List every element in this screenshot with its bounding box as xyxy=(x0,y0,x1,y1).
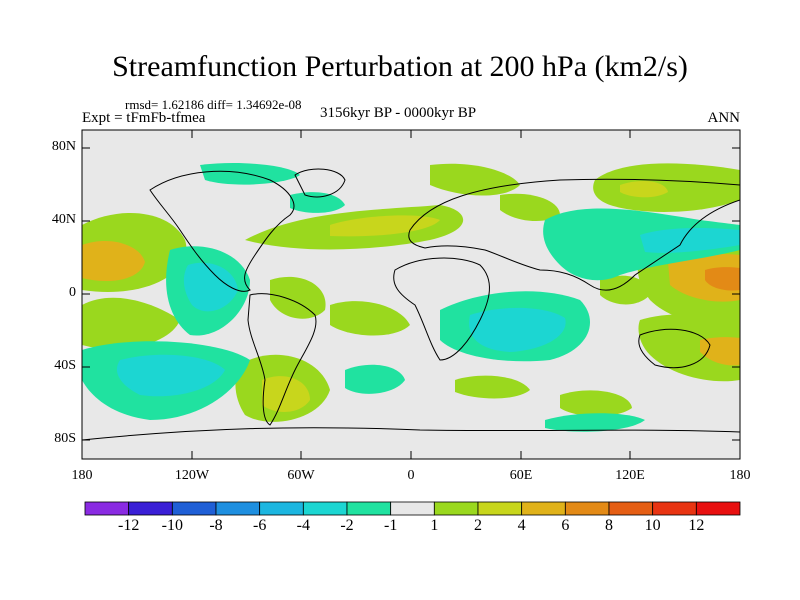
x-tick-label-120e: 120E xyxy=(615,468,645,483)
s-pacific-low-core xyxy=(116,354,225,397)
colorbar-tick-label: 2 xyxy=(474,517,482,534)
antarctic-low xyxy=(545,413,645,432)
y-ticks xyxy=(82,147,740,441)
contour-fields xyxy=(82,163,740,432)
colorbar-swatch xyxy=(695,501,741,516)
colorbar-tick-label: 10 xyxy=(644,517,661,534)
colorbar-swatch xyxy=(433,501,479,516)
experiment-label: Expt = tFmFb-tfmea xyxy=(82,110,206,126)
colorbar-swatch xyxy=(521,501,566,516)
colorbar-swatch xyxy=(215,501,261,516)
x-tick-label-120w: 120W xyxy=(174,468,210,483)
siberia-high-core xyxy=(620,180,668,198)
period-label: 3156kyr BP - 0000kyr BP xyxy=(320,105,477,121)
x-tick-label-180w: 180 xyxy=(71,468,93,483)
n-atlantic-band-core xyxy=(330,215,440,237)
x-tick-label-180e: 180 xyxy=(729,468,751,483)
s-atlantic-low xyxy=(345,364,405,394)
australia-high xyxy=(638,314,740,382)
colorbar-tick-label: -12 xyxy=(117,517,140,534)
colorbar-swatch xyxy=(608,501,654,516)
colorbar-swatch xyxy=(652,501,697,516)
siberia-high xyxy=(593,163,740,212)
colorbar-tick-label: -2 xyxy=(340,517,354,534)
colorbar-tick-label: -10 xyxy=(161,517,183,534)
asia-low-core xyxy=(640,227,740,253)
colorbar-swatch xyxy=(302,501,348,516)
colorbar-tick-label: 6 xyxy=(561,517,570,534)
colorbar-tick-label: -1 xyxy=(383,517,398,534)
colorbar-swatch xyxy=(259,501,304,516)
australia-outline xyxy=(638,328,711,369)
colorbar-tick-label: -6 xyxy=(252,517,267,534)
colorbar-swatch xyxy=(346,501,392,516)
colorbar-tick-label: 8 xyxy=(605,517,613,534)
greenland-outline xyxy=(294,168,346,198)
colorbar-tick-label: -4 xyxy=(296,517,310,534)
colorbar-swatch xyxy=(171,501,217,516)
chart-title: Streamfunction Perturbation at 200 hPa (… xyxy=(112,50,688,83)
x-tick-label-60e: 60E xyxy=(509,468,533,483)
asia-low xyxy=(543,208,740,281)
y-tick-label-40n: 40N xyxy=(51,212,76,227)
south-america-outline xyxy=(247,293,317,426)
w-pacific-high-core xyxy=(668,253,740,302)
central-asia-high xyxy=(500,193,560,222)
colorbar-swatch xyxy=(564,501,610,516)
ne-pacific-high-core xyxy=(82,241,145,282)
y-tick-label-80n: 80N xyxy=(51,139,76,154)
colorbar xyxy=(84,501,741,516)
y-tick-label-0: 0 xyxy=(69,285,76,300)
eurasia-outline xyxy=(408,178,740,291)
s-indian-high xyxy=(455,375,530,399)
north-america-outline xyxy=(149,170,295,292)
season-label: ANN xyxy=(707,110,741,126)
x-tick-label-60w: 60W xyxy=(287,468,315,483)
n-america-low-core xyxy=(183,262,238,312)
stats-text: rmsd= 1.62186 diff= 1.34692e-08 xyxy=(125,97,302,112)
colorbar-swatch xyxy=(84,501,130,516)
indian-ocean-low-core xyxy=(469,307,566,352)
y-tick-label-80s: 80S xyxy=(54,431,76,446)
antarctica-outline xyxy=(82,427,740,441)
colorbar-swatch xyxy=(128,501,173,516)
colorbar-tick-label: 1 xyxy=(430,517,439,534)
colorbar-swatch xyxy=(477,501,523,516)
colorbar-tick-label: -8 xyxy=(209,517,223,534)
africa-outline xyxy=(393,257,490,361)
w-pacific-high-peak xyxy=(705,267,740,291)
equatorial-atlantic-high xyxy=(330,301,410,336)
colorbar-swatch xyxy=(390,501,435,516)
x-ticks xyxy=(81,130,741,459)
greenland-low xyxy=(290,192,345,213)
tropical-pacific-high xyxy=(82,297,180,349)
indochina-patch xyxy=(600,275,650,305)
colorbar-tick-label: 4 xyxy=(517,517,526,534)
s-indian-high-east xyxy=(560,390,632,417)
coastlines xyxy=(82,168,740,441)
colorbar-tick-label: 12 xyxy=(688,517,705,534)
tropical-atlantic-high xyxy=(270,276,326,319)
y-tick-label-40s: 40S xyxy=(54,358,76,373)
s-america-high-core xyxy=(262,376,310,412)
x-tick-label-0: 0 xyxy=(407,468,415,483)
